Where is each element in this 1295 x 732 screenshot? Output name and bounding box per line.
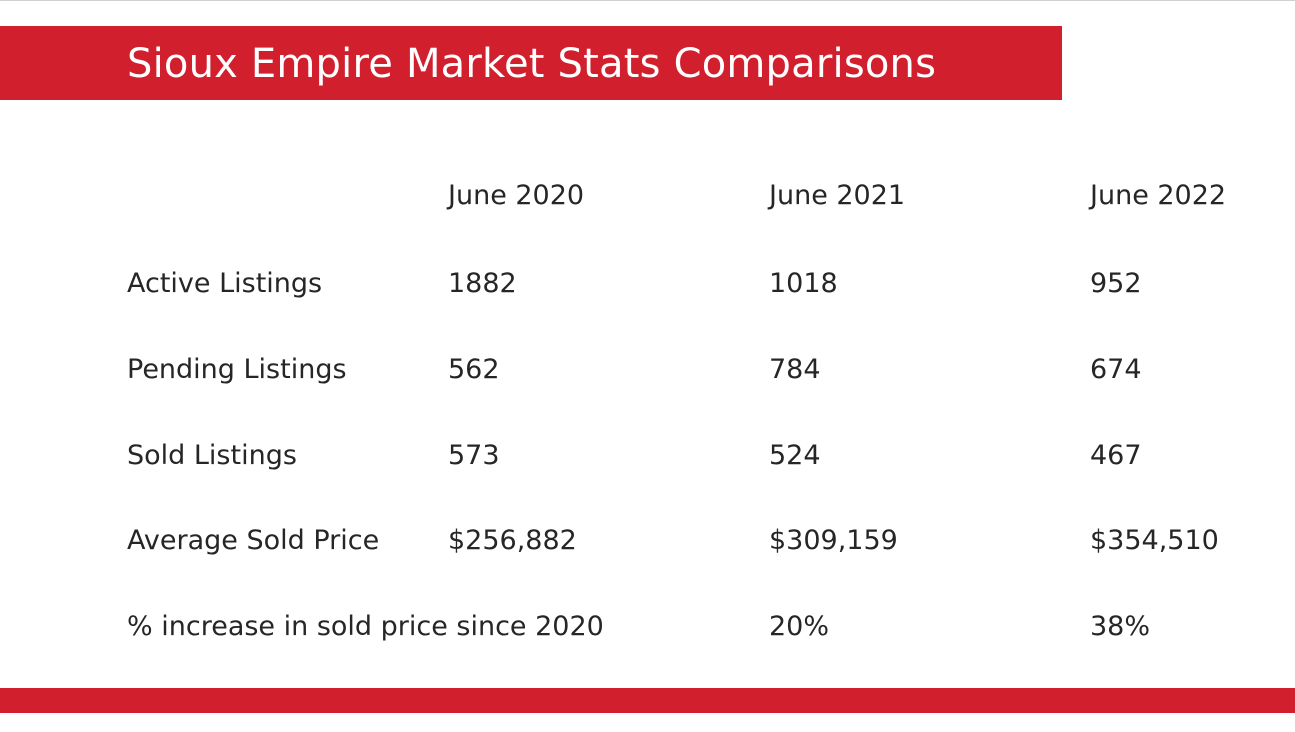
cell-pending-2020: 562 [448, 354, 500, 385]
cell-active-2022: 952 [1090, 268, 1142, 299]
cell-sold-2020: 573 [448, 440, 500, 471]
footer-accent-bar [0, 688, 1295, 713]
row-label-percent-increase: % increase in sold price since 2020 [127, 611, 604, 642]
cell-pending-2021: 784 [769, 354, 821, 385]
column-header-june-2021: June 2021 [769, 180, 906, 211]
title-banner [0, 26, 1062, 100]
slide-title: Sioux Empire Market Stats Comparisons [127, 41, 937, 87]
cell-avg-price-2021: $309,159 [769, 525, 898, 556]
cell-avg-price-2020: $256,882 [448, 525, 577, 556]
cell-active-2021: 1018 [769, 268, 838, 299]
top-divider [0, 0, 1295, 1]
cell-active-2020: 1882 [448, 268, 517, 299]
cell-pending-2022: 674 [1090, 354, 1142, 385]
cell-sold-2022: 467 [1090, 440, 1142, 471]
row-label-active-listings: Active Listings [127, 268, 323, 299]
cell-avg-price-2022: $354,510 [1090, 525, 1219, 556]
cell-increase-2021: 20% [769, 611, 830, 642]
row-label-pending-listings: Pending Listings [127, 354, 347, 385]
row-label-average-sold-price: Average Sold Price [127, 525, 380, 556]
column-header-june-2020: June 2020 [448, 180, 585, 211]
column-header-june-2022: June 2022 [1090, 180, 1227, 211]
cell-sold-2021: 524 [769, 440, 821, 471]
cell-increase-2022: 38% [1090, 611, 1151, 642]
row-label-sold-listings: Sold Listings [127, 440, 297, 471]
